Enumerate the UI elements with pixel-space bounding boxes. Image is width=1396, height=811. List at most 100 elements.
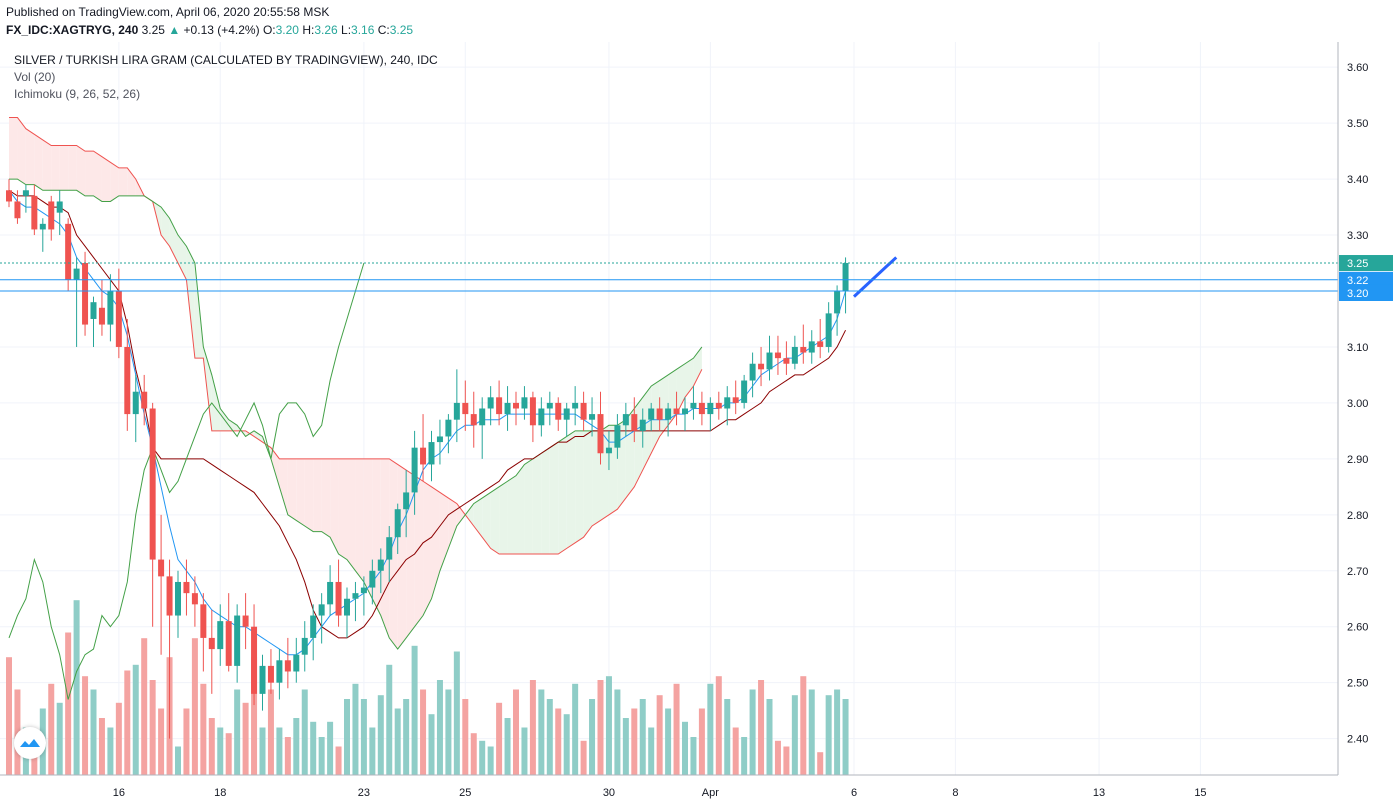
cloud-segment <box>516 464 525 554</box>
volume-bar <box>758 680 765 775</box>
candle <box>327 565 334 616</box>
price-chart[interactable]: 2.40 2.50 2.60 2.70 2.80 2.90 3.00 3.10 3.20 3.30… <box>0 42 1396 811</box>
volume-bar <box>487 746 494 775</box>
candle-body <box>242 615 249 627</box>
candle <box>369 559 376 605</box>
volume-bar <box>48 683 55 775</box>
volume-bar <box>808 689 815 775</box>
x-tick-label: 30 <box>603 787 615 799</box>
legend-volume[interactable]: Vol (20) <box>14 70 56 84</box>
volume-bar <box>665 708 672 775</box>
projection-line <box>852 256 898 298</box>
volume-bar <box>327 721 334 775</box>
candle <box>546 391 553 426</box>
senkou-span-a-line <box>9 178 703 650</box>
x-tick-label: 6 <box>851 787 857 799</box>
volume-bar <box>403 699 410 775</box>
cloud-segment <box>25 128 35 185</box>
y-tick-label: 3.40 <box>1347 174 1368 186</box>
cloud-segment <box>465 503 474 527</box>
y-tick-label: 3.30 <box>1347 230 1368 242</box>
candle-body <box>614 425 621 448</box>
candle <box>682 397 688 431</box>
volume-bar <box>394 708 401 775</box>
volume-bar <box>56 702 63 775</box>
tradingview-logo-icon[interactable] <box>14 727 46 759</box>
volume-bar <box>496 702 503 775</box>
candle-body <box>301 637 308 655</box>
candle <box>107 274 114 342</box>
candle <box>208 609 215 694</box>
candle-body <box>191 593 198 605</box>
cloud-segment <box>118 167 128 196</box>
volume-bar <box>529 680 536 775</box>
cloud-segment <box>499 481 508 554</box>
candle <box>639 408 646 448</box>
volume-bar <box>149 680 156 775</box>
candle-body <box>225 621 232 666</box>
candle-body <box>631 414 638 431</box>
candle <box>234 604 241 683</box>
candle <box>698 391 705 426</box>
volume-bar <box>124 670 131 775</box>
candle-body <box>817 341 824 347</box>
candle-body <box>284 660 291 672</box>
candle <box>411 430 418 515</box>
volume-bar <box>817 752 824 775</box>
volume-bar <box>310 721 317 775</box>
cloud-segment <box>524 458 533 554</box>
candle <box>707 397 714 431</box>
candle-body <box>479 408 486 426</box>
volume-bar <box>614 689 621 775</box>
y-tick-label: 2.40 <box>1347 734 1368 746</box>
cloud-segment <box>287 458 297 521</box>
cloud-segment <box>85 151 94 196</box>
candle-body <box>14 201 21 219</box>
candle-body <box>73 268 80 280</box>
candle-body <box>682 408 688 415</box>
candle <box>462 380 469 431</box>
quote-symbol[interactable]: FX_IDC:XAGTRYG, 240 <box>6 23 139 37</box>
volume-bar <box>360 699 367 775</box>
candle-body <box>656 408 663 420</box>
candle-body <box>175 581 181 616</box>
candle-body <box>56 201 63 213</box>
candle-body <box>470 414 477 426</box>
volume-bar <box>563 714 570 775</box>
legend-ichimoku[interactable]: Ichimoku (9, 26, 52, 26) <box>14 87 141 101</box>
candle-body <box>808 341 815 353</box>
candle <box>445 414 452 454</box>
candle-body <box>783 358 790 364</box>
candle <box>166 559 173 739</box>
candle <box>394 503 401 554</box>
candle-body <box>563 408 570 420</box>
volume-bar <box>445 689 452 775</box>
cloud-segment <box>473 498 483 538</box>
candle-body <box>462 402 469 415</box>
candle <box>267 649 274 694</box>
cloud-segment <box>456 503 466 527</box>
low-value: 3.16 <box>351 23 375 37</box>
cloud-segment <box>414 475 424 627</box>
volume-bar <box>158 708 165 775</box>
legend-title[interactable]: SILVER / TURKISH LIRA GRAM (CALCULATED B… <box>14 53 438 67</box>
candle-body <box>800 346 807 353</box>
chart-frame[interactable]: 2.40 2.50 2.60 2.70 2.80 2.90 3.00 3.10 3.20 3.30… <box>0 42 1396 811</box>
candle <box>648 402 655 431</box>
cloud-segment <box>178 235 187 280</box>
cloud-segment <box>363 458 373 599</box>
candle-body <box>436 436 443 443</box>
volume-bar <box>741 737 748 775</box>
x-tick-label: 15 <box>1194 787 1206 799</box>
candle <box>420 414 427 482</box>
candle-body <box>394 509 401 538</box>
last-price-badge-text: 3.25 <box>1347 258 1368 270</box>
volume-bar <box>191 638 198 775</box>
tenkan-sen-line <box>8 189 847 656</box>
chart-legend: SILVER / TURKISH LIRA GRAM (CALCULATED B… <box>14 52 438 103</box>
candle <box>301 621 308 672</box>
candle-body <box>715 402 722 409</box>
candle-body <box>589 414 596 420</box>
x-tick-label: 13 <box>1093 787 1105 799</box>
candle-body <box>352 593 359 599</box>
